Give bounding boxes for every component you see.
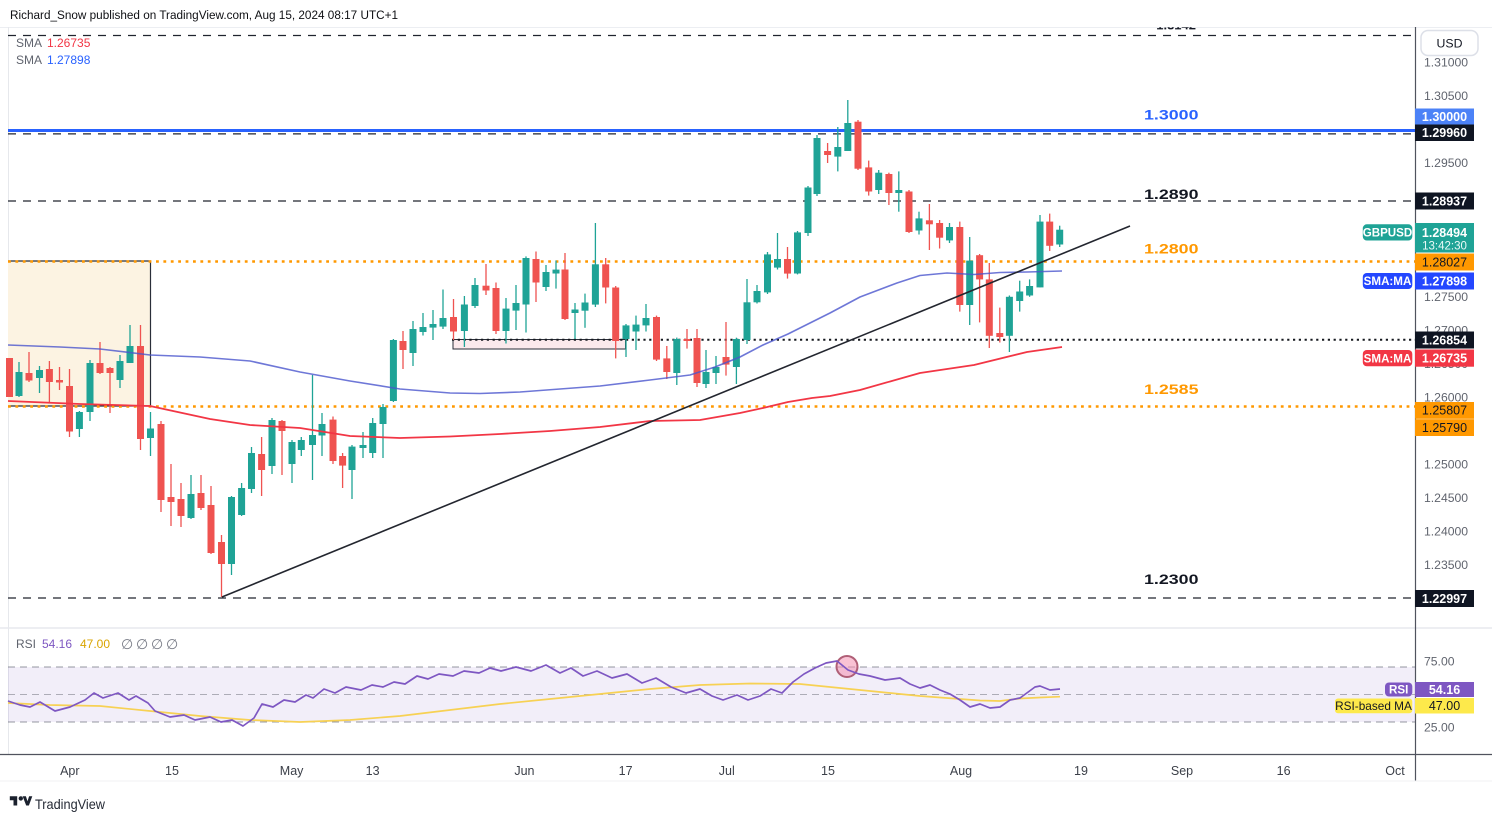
svg-text:1.31000: 1.31000 (1424, 55, 1468, 69)
svg-text:Apr: Apr (60, 764, 79, 778)
svg-text:SMA:MA: SMA:MA (1364, 275, 1412, 288)
svg-text:1.27898: 1.27898 (47, 53, 91, 67)
svg-text:1.29960: 1.29960 (1422, 126, 1467, 140)
svg-text:1.28027: 1.28027 (1422, 255, 1467, 269)
svg-text:1.28937: 1.28937 (1422, 194, 1467, 208)
svg-text:1.22997: 1.22997 (1422, 592, 1467, 606)
svg-text:∅: ∅ (166, 636, 178, 652)
svg-text:1.23500: 1.23500 (1424, 558, 1468, 572)
svg-text:Jul: Jul (719, 764, 735, 778)
svg-text:47.00: 47.00 (1429, 699, 1460, 713)
svg-text:1.30500: 1.30500 (1424, 89, 1468, 103)
svg-text:1.29500: 1.29500 (1424, 156, 1468, 170)
svg-text:15: 15 (165, 764, 179, 778)
svg-text:Jun: Jun (514, 764, 534, 778)
svg-text:Oct: Oct (1385, 764, 1405, 778)
svg-text:1.24500: 1.24500 (1424, 491, 1468, 505)
svg-text:1.2585: 1.2585 (1144, 381, 1199, 397)
svg-text:SMA: SMA (16, 36, 42, 50)
svg-text:1.26000: 1.26000 (1424, 390, 1468, 404)
svg-text:1.30000: 1.30000 (1422, 110, 1467, 124)
svg-text:SMA: SMA (16, 53, 42, 67)
svg-text:47.00: 47.00 (80, 637, 110, 651)
svg-text:17: 17 (619, 764, 633, 778)
svg-text:1.26854: 1.26854 (1422, 333, 1467, 347)
svg-text:1.26735: 1.26735 (1422, 351, 1467, 365)
svg-text:RSI: RSI (1389, 684, 1408, 697)
svg-text:∅: ∅ (121, 636, 133, 652)
svg-text:25.00: 25.00 (1424, 721, 1455, 735)
svg-text:1.2890: 1.2890 (1144, 186, 1199, 202)
svg-text:1.25807: 1.25807 (1422, 404, 1467, 418)
svg-text:1.2800: 1.2800 (1144, 241, 1199, 257)
svg-text:∅: ∅ (136, 636, 148, 652)
svg-text:May: May (280, 764, 304, 778)
svg-text:75.00: 75.00 (1424, 655, 1455, 669)
svg-text:Aug: Aug (950, 764, 972, 778)
svg-text:1.3000: 1.3000 (1144, 107, 1199, 123)
svg-text:1.26735: 1.26735 (47, 36, 91, 50)
svg-text:1.25000: 1.25000 (1424, 457, 1468, 471)
svg-text:54.16: 54.16 (42, 637, 72, 651)
svg-text:13: 13 (366, 764, 380, 778)
svg-text:15: 15 (821, 764, 835, 778)
svg-text:1.28494: 1.28494 (1422, 226, 1467, 240)
svg-text:13:42:30: 13:42:30 (1422, 241, 1467, 253)
svg-text:SMA:MA: SMA:MA (1364, 352, 1412, 365)
svg-text:Richard_Snow published on Trad: Richard_Snow published on TradingView.co… (10, 8, 398, 22)
svg-text:1.27500: 1.27500 (1424, 290, 1468, 304)
svg-text:Sep: Sep (1171, 764, 1193, 778)
svg-text:19: 19 (1074, 764, 1088, 778)
svg-text:16: 16 (1277, 764, 1291, 778)
svg-text:GBPUSD: GBPUSD (1363, 227, 1413, 240)
svg-text:∅: ∅ (151, 636, 163, 652)
svg-text:1.25790: 1.25790 (1422, 421, 1467, 435)
svg-text:54.16: 54.16 (1429, 683, 1460, 697)
svg-text:1.3142: 1.3142 (1156, 18, 1196, 33)
svg-text:RSI-based MA: RSI-based MA (1335, 699, 1412, 713)
svg-text:TradingView: TradingView (35, 796, 106, 812)
svg-text:1.24000: 1.24000 (1424, 524, 1468, 538)
svg-text:1.27898: 1.27898 (1422, 274, 1467, 288)
svg-text:RSI: RSI (16, 637, 36, 651)
svg-text:USD: USD (1437, 37, 1463, 51)
svg-text:1.2300: 1.2300 (1144, 571, 1199, 587)
